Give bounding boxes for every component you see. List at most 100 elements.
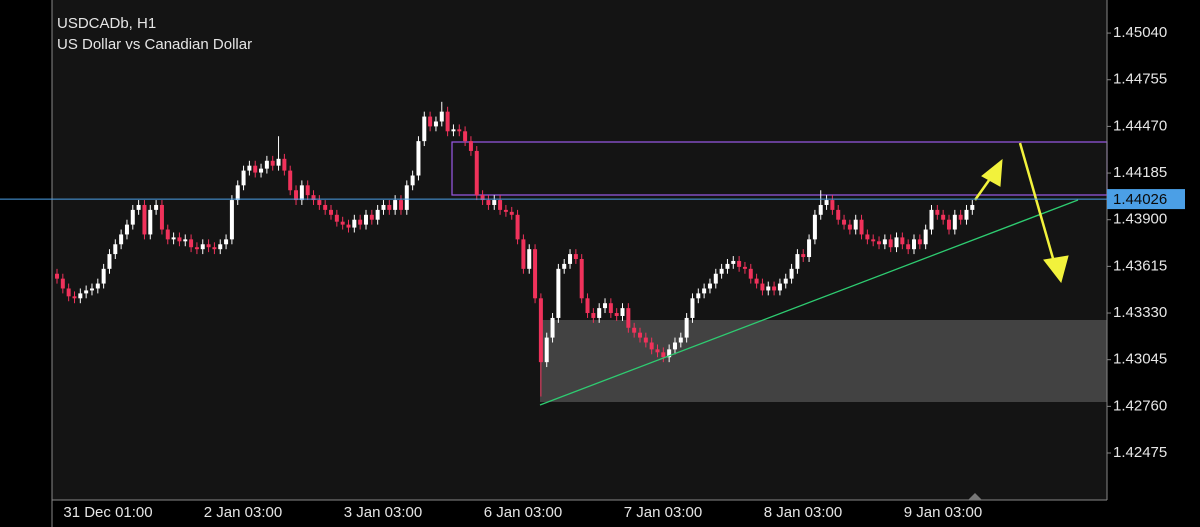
candle-body [334, 214, 339, 222]
candle-body [498, 200, 503, 210]
candle-body [253, 165, 258, 173]
candle-body [859, 219, 864, 235]
candle-body [970, 204, 975, 210]
candle-body [107, 254, 112, 269]
candle-body [684, 317, 689, 338]
candle-body [200, 244, 205, 250]
shift-marker [968, 493, 982, 500]
candle-body [894, 237, 899, 248]
candle-body [649, 342, 654, 350]
candle-body [760, 283, 765, 291]
candle-body [288, 170, 293, 191]
candle-body [416, 141, 421, 176]
candle-body [707, 283, 712, 289]
candle-body [766, 286, 771, 291]
candle-body [259, 168, 264, 173]
arrow-shaft [1018, 142, 1056, 263]
candle-body [614, 313, 619, 316]
candle-body [503, 209, 508, 212]
candle-body [486, 200, 491, 205]
candle-body [865, 234, 870, 240]
candle-body [206, 244, 211, 248]
x-tick-label: 2 Jan 03:00 [204, 504, 282, 521]
candle-body [573, 254, 578, 260]
candle-body [474, 150, 479, 196]
y-tick-label: 1.42760 [1113, 397, 1167, 414]
candle-body [55, 273, 59, 279]
candle-body [229, 200, 234, 240]
candle-body [824, 200, 829, 205]
candle-body [556, 268, 561, 318]
candle-body [363, 214, 368, 225]
candle-body [369, 214, 374, 220]
y-tick-label: 1.43900 [1113, 211, 1167, 228]
candle-body [632, 327, 637, 333]
candle-body [433, 121, 438, 127]
candle-body [952, 214, 957, 230]
candle-body [84, 290, 89, 294]
candle-body [358, 219, 363, 225]
candle-body [183, 239, 188, 242]
x-tick-label: 8 Jan 03:00 [764, 504, 842, 521]
candle-body [923, 229, 928, 245]
candle-body [801, 254, 806, 258]
candle-body [329, 209, 334, 215]
candle-body [95, 283, 100, 289]
trend-line [539, 199, 1079, 406]
candle-body [515, 214, 520, 240]
candle-body [643, 337, 648, 343]
candle-body [171, 237, 176, 240]
candle-body [812, 214, 817, 240]
candle-body [410, 175, 415, 186]
candle-body [731, 260, 736, 264]
candle-body [317, 200, 322, 205]
candle-body [457, 129, 462, 132]
candle-body [626, 308, 631, 328]
candle-body [538, 298, 543, 363]
candle-body [78, 293, 83, 299]
candle-body [853, 219, 858, 230]
candle-body [393, 200, 398, 210]
candle-body [591, 313, 596, 318]
candle-body [620, 308, 625, 316]
candle-body [585, 298, 590, 314]
candle-body [941, 214, 946, 220]
candle-body [608, 303, 613, 314]
candle-body [60, 278, 65, 289]
candle-body [224, 239, 229, 245]
candle-body [946, 219, 951, 230]
candle-body [439, 111, 444, 122]
candle-body [282, 158, 287, 171]
candle-body [311, 195, 316, 201]
candle-body [713, 273, 718, 284]
candle-body [544, 337, 549, 363]
candle-body [66, 288, 71, 297]
candle-body [533, 249, 538, 299]
current-price-label: 1.44026 [1113, 191, 1167, 208]
candle-body [299, 185, 304, 201]
candle-body [672, 342, 677, 350]
chart-subtitle: US Dollar vs Canadian Dollar [57, 36, 252, 53]
candle-body [352, 219, 357, 228]
candle-body [398, 200, 403, 210]
candle-body [463, 131, 468, 142]
candle-body [597, 308, 602, 318]
candle-body [218, 244, 223, 250]
candle-body [661, 352, 666, 358]
candle-body [935, 209, 940, 215]
candle-body [492, 200, 497, 205]
candle-body [346, 224, 351, 228]
candle-body [136, 204, 141, 210]
candle-body [777, 283, 782, 291]
y-tick-label: 1.44185 [1113, 164, 1167, 181]
candle-body [340, 221, 345, 225]
x-tick-label: 6 Jan 03:00 [484, 504, 562, 521]
candle-body [428, 116, 433, 127]
x-tick-label: 9 Jan 03:00 [904, 504, 982, 521]
candle-body [159, 204, 164, 230]
candle-body [445, 111, 450, 132]
y-tick-label: 1.43045 [1113, 351, 1167, 368]
candle-body [422, 116, 427, 142]
candle-body [795, 254, 800, 269]
candle-body [638, 332, 642, 338]
